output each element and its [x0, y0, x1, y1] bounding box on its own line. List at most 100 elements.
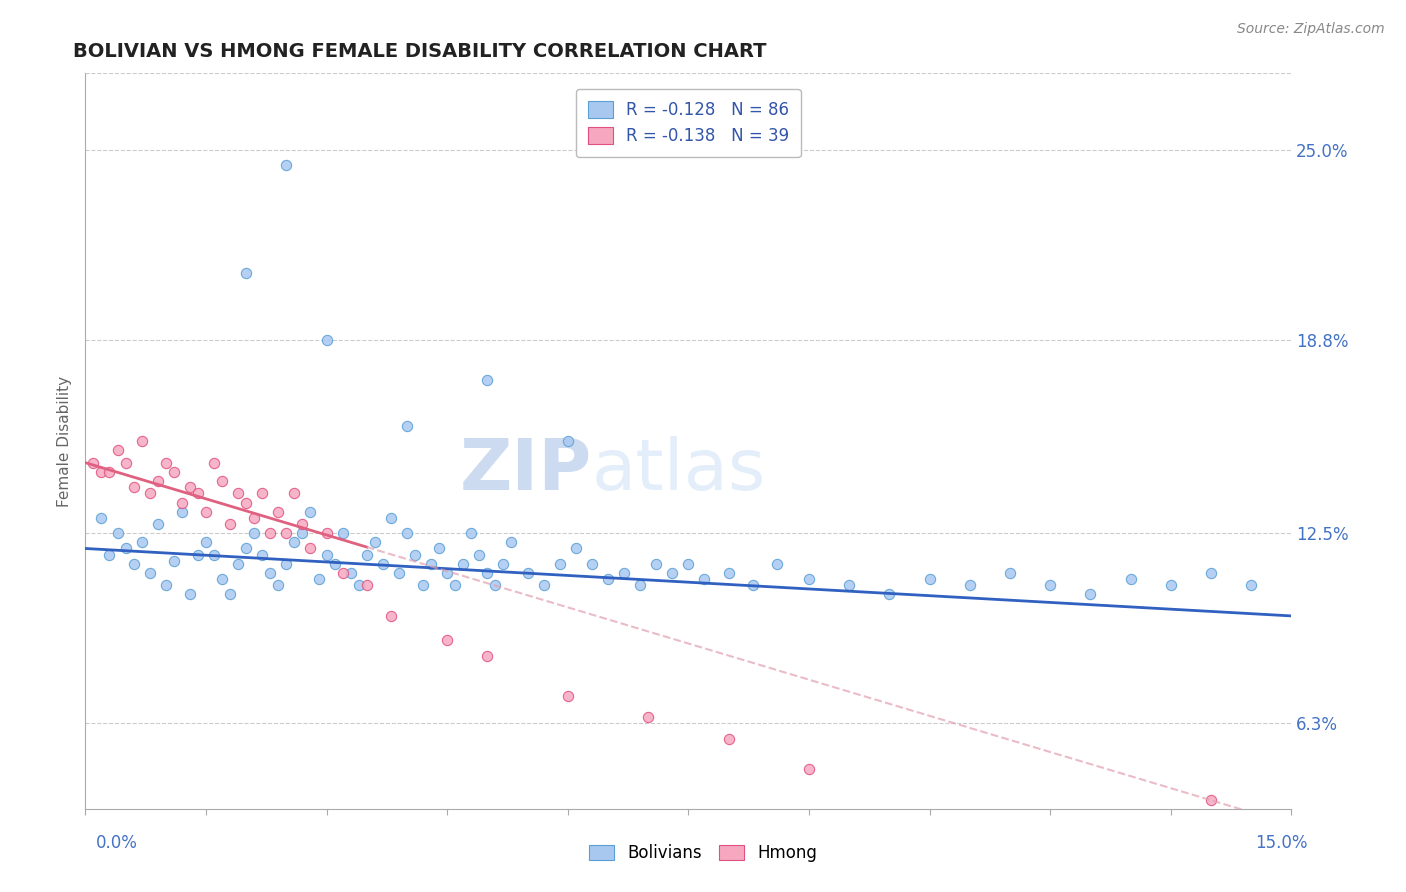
Point — [717, 566, 740, 580]
Point — [533, 578, 555, 592]
Point — [226, 486, 249, 500]
Point — [645, 557, 668, 571]
Point — [339, 566, 361, 580]
Point — [90, 465, 112, 479]
Point — [276, 158, 298, 172]
Point — [484, 578, 506, 592]
Point — [114, 456, 136, 470]
Point — [170, 505, 193, 519]
Point — [211, 474, 233, 488]
Point — [613, 566, 636, 580]
Point — [427, 541, 450, 556]
Point — [146, 474, 169, 488]
Point — [501, 535, 523, 549]
Point — [291, 516, 314, 531]
Point — [235, 266, 257, 280]
Text: Source: ZipAtlas.com: Source: ZipAtlas.com — [1237, 22, 1385, 37]
Point — [202, 456, 225, 470]
Point — [163, 465, 186, 479]
Text: 0.0%: 0.0% — [96, 834, 138, 852]
Point — [451, 557, 474, 571]
Point — [436, 566, 458, 580]
Point — [98, 465, 121, 479]
Point — [315, 526, 337, 541]
Text: BOLIVIAN VS HMONG FEMALE DISABILITY CORRELATION CHART: BOLIVIAN VS HMONG FEMALE DISABILITY CORR… — [73, 42, 766, 61]
Text: atlas: atlas — [592, 436, 766, 505]
Point — [797, 762, 820, 776]
Point — [299, 505, 322, 519]
Point — [82, 456, 104, 470]
Point — [131, 434, 153, 449]
Point — [388, 566, 411, 580]
Point — [323, 557, 346, 571]
Point — [122, 557, 145, 571]
Text: ZIP: ZIP — [460, 436, 592, 505]
Point — [194, 535, 217, 549]
Point — [557, 434, 579, 449]
Point — [146, 516, 169, 531]
Point — [741, 578, 763, 592]
Point — [380, 608, 402, 623]
Y-axis label: Female Disability: Female Disability — [58, 376, 72, 507]
Point — [332, 526, 354, 541]
Text: 15.0%: 15.0% — [1256, 834, 1308, 852]
Point — [155, 456, 177, 470]
Point — [283, 486, 305, 500]
Point — [276, 526, 298, 541]
Point — [404, 548, 426, 562]
Point — [138, 486, 160, 500]
Point — [315, 333, 337, 347]
Point — [628, 578, 651, 592]
Point — [315, 548, 337, 562]
Point — [98, 548, 121, 562]
Point — [380, 511, 402, 525]
Point — [959, 578, 981, 592]
Point — [1240, 578, 1263, 592]
Point — [356, 578, 378, 592]
Point — [395, 526, 418, 541]
Point — [226, 557, 249, 571]
Point — [717, 731, 740, 746]
Point — [436, 633, 458, 648]
Point — [371, 557, 394, 571]
Point — [468, 548, 491, 562]
Legend: R = -0.128   N = 86, R = -0.138   N = 39: R = -0.128 N = 86, R = -0.138 N = 39 — [576, 89, 801, 157]
Point — [492, 557, 515, 571]
Point — [243, 511, 266, 525]
Point — [267, 505, 290, 519]
Point — [211, 572, 233, 586]
Point — [202, 548, 225, 562]
Point — [291, 526, 314, 541]
Point — [194, 505, 217, 519]
Point — [243, 526, 266, 541]
Point — [765, 557, 787, 571]
Point — [252, 486, 274, 500]
Point — [477, 566, 499, 580]
Point — [114, 541, 136, 556]
Point — [477, 373, 499, 387]
Point — [1199, 566, 1222, 580]
Point — [797, 572, 820, 586]
Point — [661, 566, 683, 580]
Point — [163, 554, 186, 568]
Point — [565, 541, 588, 556]
Point — [235, 541, 257, 556]
Point — [90, 511, 112, 525]
Point — [364, 535, 387, 549]
Point — [460, 526, 482, 541]
Point — [356, 548, 378, 562]
Point — [187, 548, 209, 562]
Legend: Bolivians, Hmong: Bolivians, Hmong — [581, 836, 825, 871]
Point — [155, 578, 177, 592]
Point — [138, 566, 160, 580]
Point — [332, 566, 354, 580]
Point — [1199, 793, 1222, 807]
Point — [235, 495, 257, 509]
Point — [838, 578, 860, 592]
Point — [1039, 578, 1062, 592]
Point — [219, 587, 242, 601]
Point — [219, 516, 242, 531]
Point — [637, 710, 659, 724]
Point — [259, 566, 281, 580]
Point — [259, 526, 281, 541]
